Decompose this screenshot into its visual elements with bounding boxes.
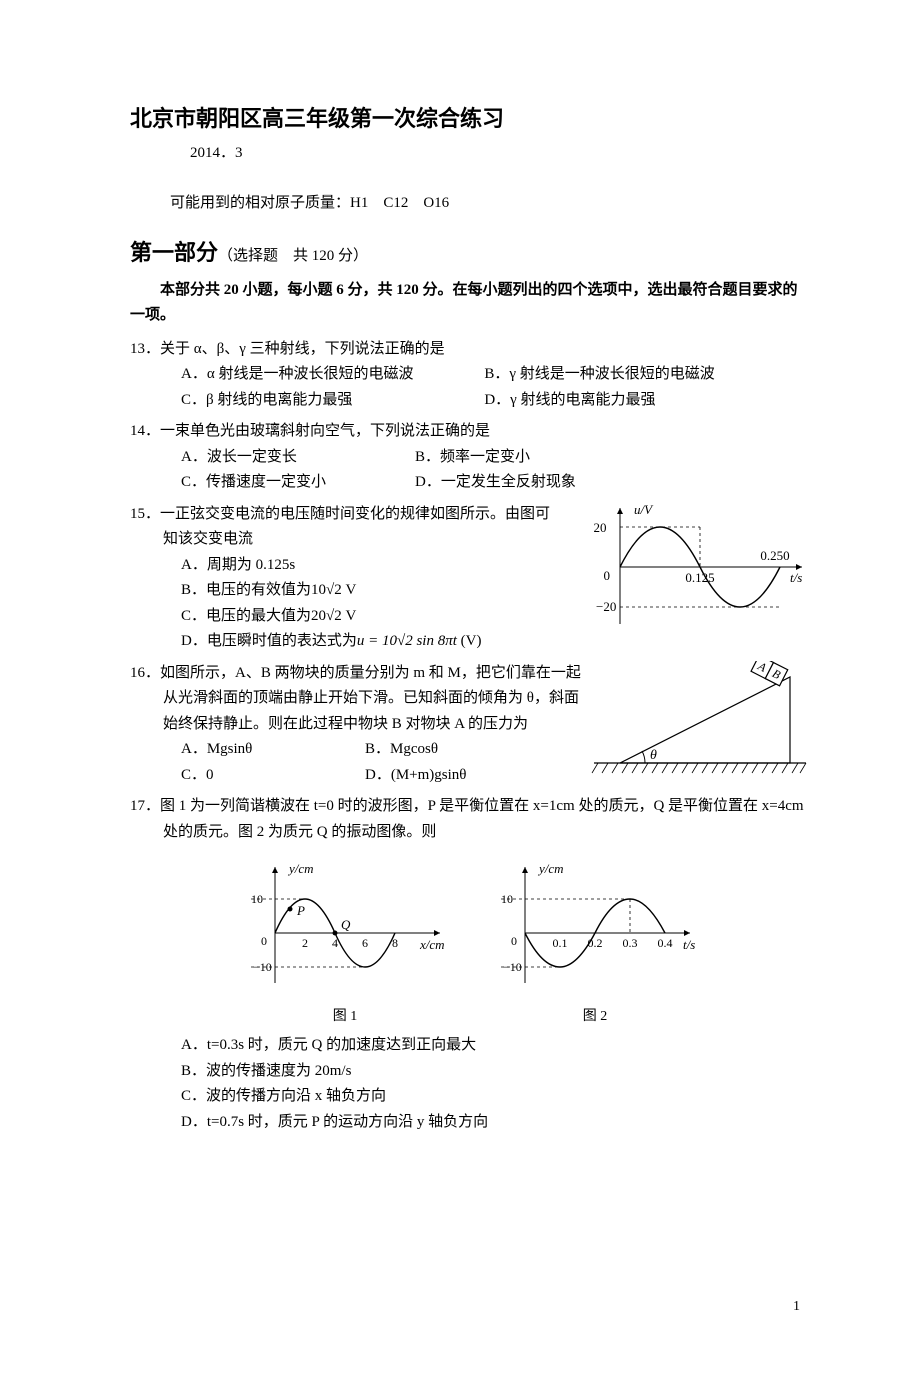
section-label-small: （选择题 共 120 分） (218, 248, 368, 264)
q17-opt-c: C．波的传播方向沿 x 轴负方向 (181, 1084, 796, 1110)
section-instructions: 本部分共 20 小题，每小题 6 分，共 120 分。在每小题列出的四个选项中，… (130, 278, 810, 329)
q17-num: 17． (130, 798, 160, 814)
q17-opt-a: A．t=0.3s 时，质元 Q 的加速度达到正向最大 (181, 1033, 796, 1059)
q17-figures: 2 4 6 8 10 0 −10 y/cm x/cm P Q (130, 853, 810, 1029)
question-17: 17．图 1 为一列简谐横波在 t=0 时的波形图，P 是平衡位置在 x=1cm… (130, 794, 810, 1135)
question-13: 13．关于 α、β、γ 三种射线，下列说法正确的是 A．α 射线是一种波长很短的… (130, 337, 810, 414)
q14-opt-c: C．传播速度一定变小 (181, 470, 401, 496)
ytick-0b: 0 (511, 934, 517, 948)
y-axis-label: y/cm (287, 861, 314, 876)
q16-figure: θ A B (590, 661, 810, 781)
ytick-10b: 10 (501, 892, 513, 906)
q16-opt-c: C．0 (181, 763, 351, 789)
q15-stem1: 一正弦交变电流的电压随时间变化的规律如图所示。由图可 (160, 506, 550, 522)
q16-opt-a: A．Mgsinθ (181, 737, 351, 763)
q17-opt-b: B．波的传播速度为 20m/s (181, 1059, 796, 1085)
xtick-0125: 0.125 (685, 570, 714, 585)
q16-opt-d: D．(M+m)gsinθ (365, 763, 466, 789)
section-header: 第一部分（选择题 共 120 分） (130, 234, 810, 271)
section-label-big: 第一部分 (130, 240, 218, 265)
xtick-6: 6 (362, 936, 368, 950)
fig2-caption: 图 2 (485, 1005, 705, 1029)
q14-opt-d: D．一定发生全反射现象 (415, 470, 576, 496)
x-axis-label: t/s (790, 570, 802, 585)
point-q-label: Q (341, 917, 351, 932)
q15-figure: u/V t/s 20 0 −20 0.125 0.250 (580, 502, 810, 632)
x-axis-label: x/cm (419, 937, 445, 952)
xtick-8: 8 (392, 936, 398, 950)
xtick-2: 2 (302, 936, 308, 950)
xtick-0250: 0.250 (760, 548, 789, 563)
xtick-02: 0.2 (588, 936, 603, 950)
point-p-label: P (296, 903, 305, 918)
q14-opt-a: A．波长一定变长 (181, 445, 401, 471)
wave-position-chart: 2 4 6 8 10 0 −10 y/cm x/cm P Q (235, 853, 455, 1003)
ytick-10: 10 (251, 892, 263, 906)
q14-opt-b: B．频率一定变小 (415, 445, 530, 471)
sine-voltage-chart: u/V t/s 20 0 −20 0.125 0.250 (580, 502, 810, 632)
ytick-0: 0 (604, 568, 611, 583)
ytick-20: 20 (594, 520, 607, 535)
q14-stem: 一束单色光由玻璃斜射向空气，下列说法正确的是 (160, 423, 490, 439)
atomic-mass-line: 可能用到的相对原子质量：H1 C12 O16 (170, 191, 810, 217)
q13-opt-b: B．γ 射线是一种波长很短的电磁波 (484, 362, 773, 388)
q13-opt-c: C．β 射线的电离能力最强 (181, 388, 470, 414)
y-axis-label-2: y/cm (537, 861, 564, 876)
xtick-01: 0.1 (553, 936, 568, 950)
q14-num: 14． (130, 423, 160, 439)
ytick-neg20: −20 (596, 599, 616, 614)
fig1-caption: 图 1 (235, 1005, 455, 1029)
q17-opt-d: D．t=0.7s 时，质元 P 的运动方向沿 y 轴负方向 (181, 1110, 796, 1136)
page-title: 北京市朝阳区高三年级第一次综合练习 (130, 100, 810, 137)
q15-num: 15． (130, 506, 160, 522)
q16-num: 16． (130, 665, 160, 681)
q16-stem: 如图所示，A、B 两物块的质量分别为 m 和 M，把它们靠在一起从光滑斜面的顶端… (160, 665, 581, 732)
q13-opt-d: D．γ 射线的电离能力最强 (484, 388, 773, 414)
q13-stem: 关于 α、β、γ 三种射线，下列说法正确的是 (160, 341, 445, 357)
ytick-neg10b: −10 (503, 960, 522, 974)
ytick-0: 0 (261, 934, 267, 948)
question-16: θ A B 16．如图所示，A、B 两物块的质量分别为 m 和 M，把它们靠在一… (130, 661, 810, 789)
q17-stem: 图 1 为一列简谐横波在 t=0 时的波形图，P 是平衡位置在 x=1cm 处的… (160, 798, 804, 840)
question-15: u/V t/s 20 0 −20 0.125 0.250 15．一正弦交变电流的… (130, 502, 810, 655)
question-14: 14．一束单色光由玻璃斜射向空气，下列说法正确的是 A．波长一定变长 B．频率一… (130, 419, 810, 496)
exam-date: 2014．3 (190, 141, 810, 167)
xtick-4: 4 (332, 936, 338, 950)
x-axis-label-2: t/s (683, 937, 695, 952)
q15-opt-d: D．电压瞬时值的表达式为u = 10√2 sin 8πt (V) (181, 629, 796, 655)
xtick-03: 0.3 (623, 936, 638, 950)
q13-num: 13． (130, 341, 160, 357)
y-axis-label: u/V (634, 502, 654, 517)
wave-time-chart: 0.1 0.2 0.3 0.4 10 0 −10 y/cm t/s (485, 853, 705, 1003)
xtick-04: 0.4 (658, 936, 673, 950)
q16-opt-b: B．Mgcosθ (365, 737, 438, 763)
theta-label: θ (650, 748, 657, 763)
q13-opt-a: A．α 射线是一种波长很短的电磁波 (181, 362, 470, 388)
incline-diagram: θ A B (590, 661, 810, 781)
page-number: 1 (130, 1295, 810, 1319)
ytick-neg10: −10 (253, 960, 272, 974)
